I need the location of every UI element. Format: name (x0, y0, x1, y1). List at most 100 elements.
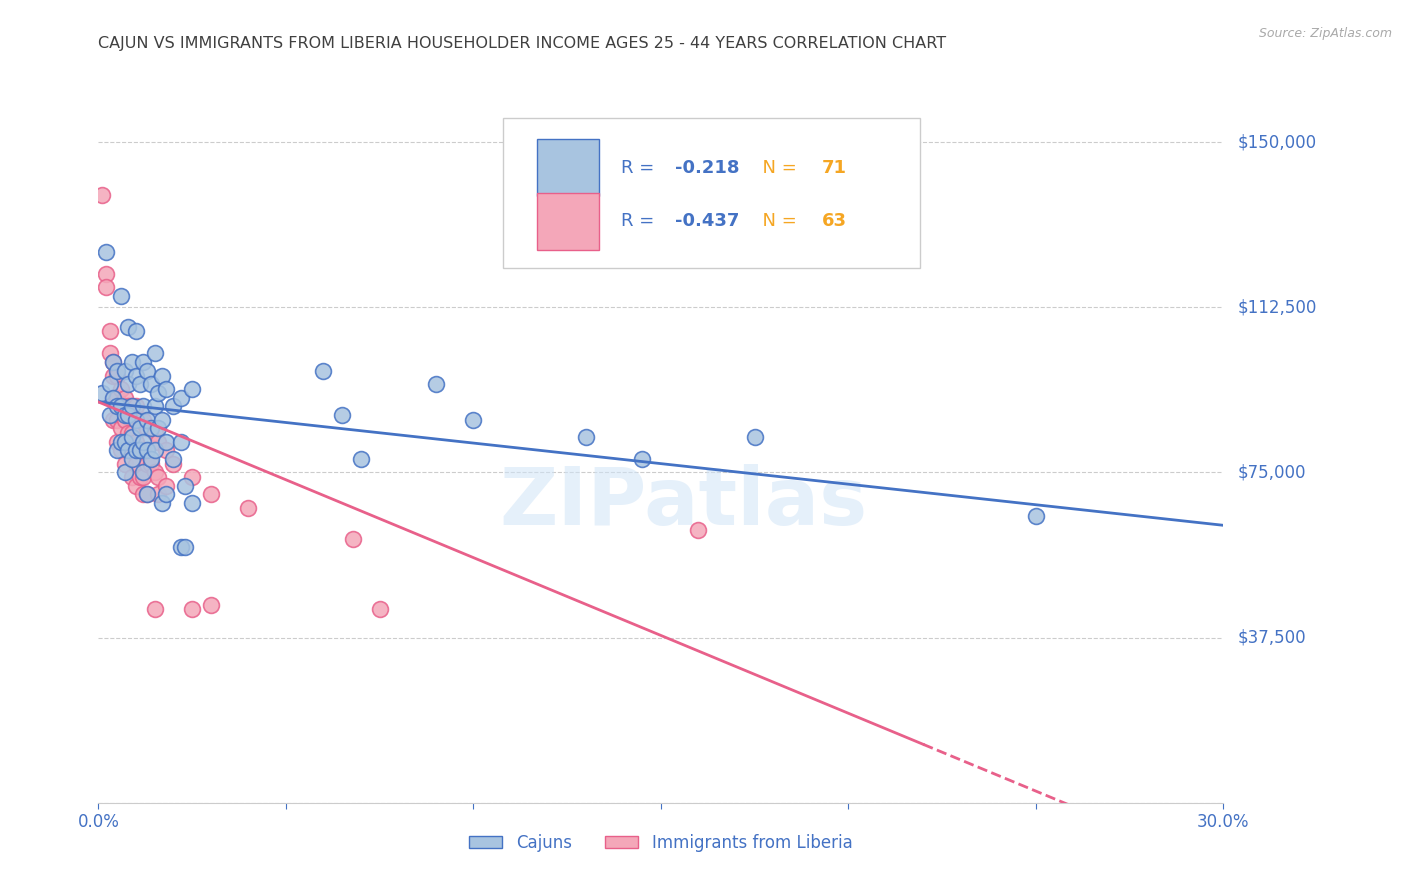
Point (105, 434, 128, 449)
Point (110, 443, 132, 458)
Point (110, 400, 132, 414)
Point (181, 470, 204, 484)
Point (162, 457, 184, 471)
Point (98, 408, 121, 422)
Point (103, 391, 125, 405)
Point (125, 443, 148, 458)
Point (181, 602, 204, 616)
Point (117, 320, 139, 334)
Legend: Cajuns, Immigrants from Liberia: Cajuns, Immigrants from Liberia (463, 828, 859, 859)
Point (744, 430, 766, 444)
Point (143, 400, 166, 414)
Point (132, 355, 155, 369)
Point (148, 434, 170, 449)
Point (139, 421, 162, 435)
Point (117, 408, 139, 422)
Point (150, 368, 173, 383)
Point (128, 377, 150, 392)
Point (105, 368, 128, 383)
Point (117, 400, 139, 414)
Point (173, 478, 195, 492)
Point (94, 267, 117, 281)
Point (139, 457, 162, 471)
Point (150, 496, 173, 510)
Point (200, 487, 222, 501)
FancyBboxPatch shape (537, 193, 599, 250)
Point (200, 598, 222, 612)
Text: -0.218: -0.218 (675, 159, 740, 177)
Text: R =: R = (621, 212, 661, 230)
Point (114, 412, 136, 426)
Point (162, 400, 184, 414)
Text: $112,500: $112,500 (1237, 298, 1316, 317)
Point (103, 355, 125, 369)
Point (170, 391, 193, 405)
Point (139, 377, 162, 392)
Point (121, 355, 143, 369)
Point (125, 434, 148, 449)
Point (117, 425, 139, 440)
Point (98, 325, 121, 339)
Point (105, 443, 128, 458)
Point (128, 443, 150, 458)
Text: $37,500: $37,500 (1237, 629, 1306, 647)
Point (155, 443, 177, 458)
Point (143, 346, 166, 360)
Point (125, 457, 148, 471)
Point (132, 466, 155, 480)
Point (312, 364, 335, 378)
Point (136, 457, 159, 471)
Text: $75,000: $75,000 (1237, 464, 1306, 482)
Point (148, 470, 170, 484)
Point (91, 188, 114, 202)
Text: 71: 71 (821, 159, 846, 177)
Point (132, 400, 155, 414)
Point (105, 400, 128, 414)
Point (125, 412, 148, 426)
Point (155, 434, 177, 449)
Point (117, 377, 139, 392)
Point (128, 421, 150, 435)
Point (110, 434, 132, 449)
Point (125, 400, 148, 414)
Text: N =: N = (751, 159, 803, 177)
Point (162, 452, 184, 467)
Point (136, 412, 159, 426)
Point (98, 377, 121, 392)
Point (136, 421, 159, 435)
Point (117, 443, 139, 458)
FancyBboxPatch shape (537, 139, 599, 196)
Point (155, 478, 177, 492)
Point (463, 412, 485, 426)
Point (132, 470, 155, 484)
Point (132, 434, 155, 449)
Point (143, 466, 166, 480)
FancyBboxPatch shape (503, 118, 920, 268)
Point (132, 412, 155, 426)
Point (143, 425, 166, 440)
Point (125, 368, 148, 383)
Point (143, 443, 166, 458)
Point (132, 443, 155, 458)
Point (125, 478, 148, 492)
Point (121, 443, 143, 458)
Point (148, 386, 170, 401)
Text: N =: N = (751, 212, 803, 230)
Point (143, 602, 166, 616)
Point (425, 377, 447, 392)
Point (132, 487, 155, 501)
Point (350, 452, 373, 467)
Point (170, 541, 193, 555)
Point (121, 430, 143, 444)
Point (575, 430, 598, 444)
Point (128, 412, 150, 426)
Point (121, 452, 143, 467)
Point (155, 487, 177, 501)
Point (105, 391, 128, 405)
Text: ZIPatlas: ZIPatlas (499, 464, 868, 542)
Point (103, 391, 125, 405)
Point (121, 400, 143, 414)
Point (114, 408, 136, 422)
Point (110, 382, 132, 396)
Point (139, 452, 162, 467)
